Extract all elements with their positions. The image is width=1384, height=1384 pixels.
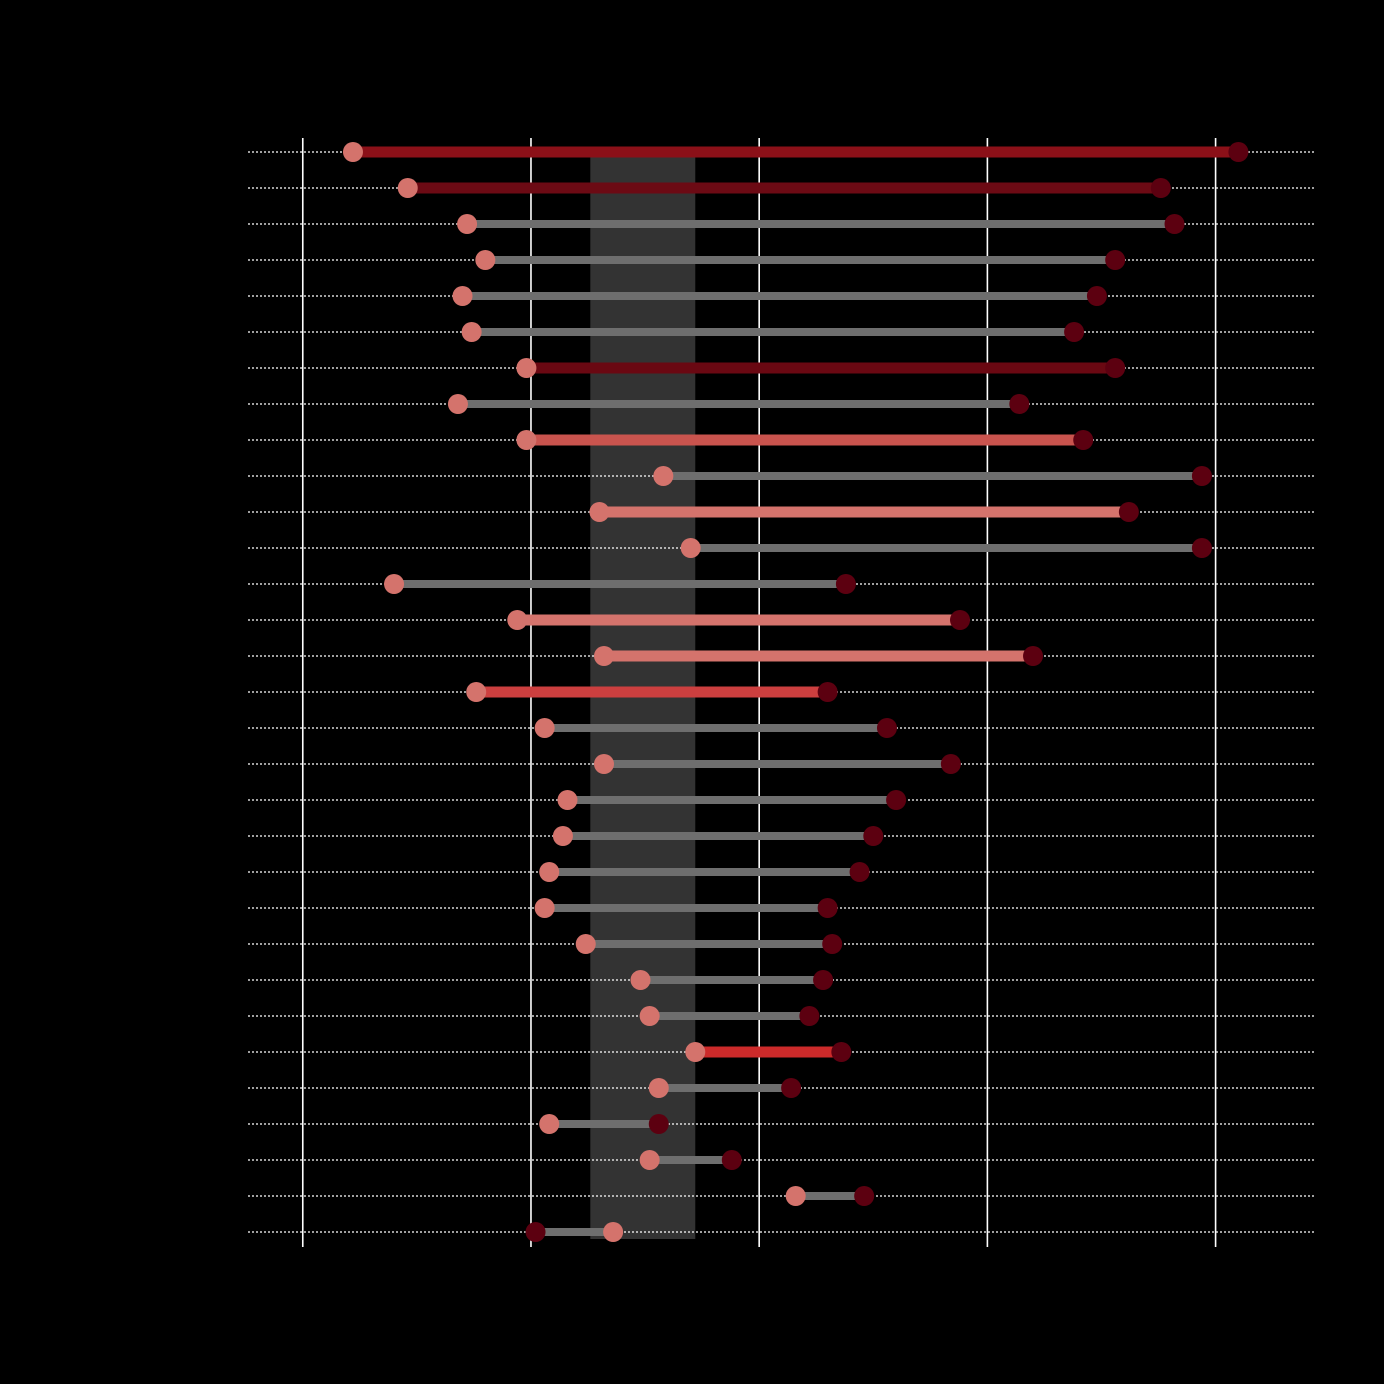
start-point [653, 466, 674, 486]
start-point [466, 682, 487, 702]
start-point [516, 430, 537, 450]
end-point [781, 1078, 802, 1098]
end-point [863, 826, 884, 846]
end-point [854, 1186, 875, 1206]
start-point [557, 790, 578, 810]
end-point [886, 790, 907, 810]
end-point [849, 862, 870, 882]
end-point [721, 1150, 742, 1170]
end-point [1228, 142, 1249, 162]
end-point [1023, 646, 1044, 666]
end-point [1191, 538, 1212, 558]
end-point [1105, 250, 1126, 270]
start-point [516, 358, 537, 378]
end-point [1073, 430, 1094, 450]
start-point [539, 1114, 560, 1134]
start-point [594, 646, 614, 666]
start-point [594, 754, 614, 774]
end-point [835, 574, 856, 594]
start-point [507, 610, 528, 630]
end-point [1064, 322, 1085, 342]
start-point [475, 250, 496, 270]
start-point [639, 1006, 660, 1026]
end-point [940, 754, 961, 774]
dumbbell-segments [352, 146, 1239, 1236]
end-point [648, 1114, 669, 1134]
end-point [950, 610, 970, 630]
start-point [575, 934, 596, 954]
start-point [639, 1150, 660, 1170]
start-point [589, 502, 610, 522]
start-point [447, 394, 468, 414]
end-point [1086, 286, 1107, 306]
start-point [603, 1222, 624, 1242]
start-point [685, 1042, 706, 1062]
end-point [1164, 214, 1185, 234]
end-point [1118, 502, 1139, 522]
start-point [457, 214, 478, 234]
start-point [680, 538, 701, 558]
start-point [552, 826, 573, 846]
start-point [648, 1078, 669, 1098]
end-point [822, 934, 843, 954]
end-point [831, 1042, 852, 1062]
start-point [342, 142, 363, 162]
start-point [534, 718, 555, 738]
end-point [1105, 358, 1126, 378]
start-point [452, 286, 473, 306]
end-point [1009, 394, 1030, 414]
dumbbell-points [342, 142, 1249, 1242]
start-point [384, 574, 405, 594]
end-point [1191, 466, 1212, 486]
end-point [525, 1222, 546, 1242]
end-point [817, 898, 838, 918]
end-point [813, 970, 834, 990]
start-point [785, 1186, 806, 1206]
end-point [799, 1006, 820, 1026]
start-point [630, 970, 651, 990]
end-point [817, 682, 838, 702]
start-point [539, 862, 560, 882]
start-point [534, 898, 555, 918]
end-point [876, 718, 897, 738]
start-point [397, 178, 418, 198]
start-point [461, 322, 482, 342]
end-point [1150, 178, 1171, 198]
